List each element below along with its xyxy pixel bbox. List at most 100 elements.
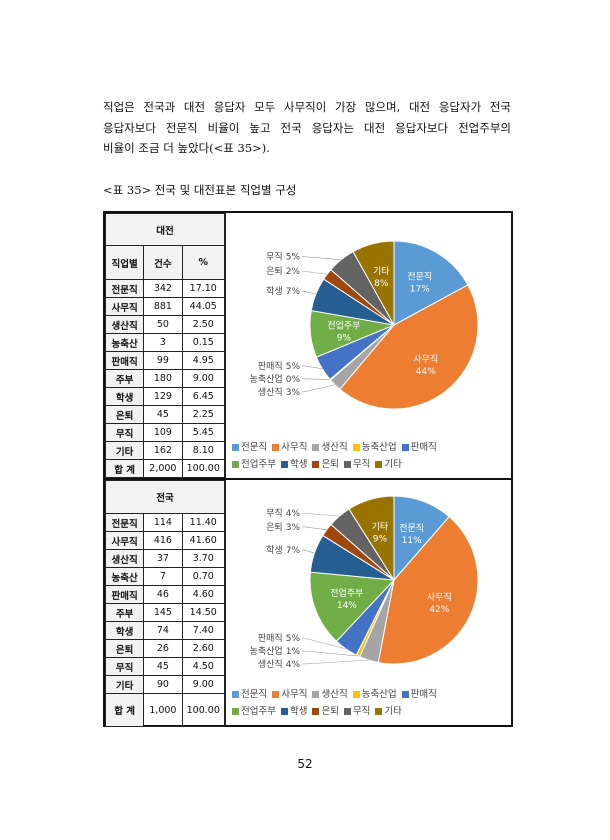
- slice-outside-label: 은퇴 2%: [266, 266, 300, 277]
- row-label: 은퇴: [104, 405, 145, 424]
- slice-percent: 42%: [429, 605, 449, 615]
- slice-outside-label: 생산직 3%: [258, 387, 301, 398]
- legend-swatch-icon: [312, 461, 320, 468]
- row-label: 학생: [104, 387, 145, 406]
- row-label: 무직: [104, 423, 145, 442]
- national-pie-chart: 전문직 11% 사무직 42% 전업주부 14% 기타 9% 무직 4% 은퇴 3% 학생 7% 판매직 5%…: [225, 480, 512, 725]
- legend-item: 무직: [343, 456, 370, 473]
- legend-swatch-icon: [343, 708, 351, 715]
- legend-label: 기타: [384, 706, 402, 717]
- table-title: 대전: [105, 213, 225, 246]
- table-row: 농축산 7 0.70: [104, 567, 226, 586]
- slice-outside-label: 판매직 5%: [258, 633, 301, 644]
- legend-label: 생산직: [321, 442, 348, 453]
- paragraph-line: 응답자보다 전문직 비율이 높고 전국 응답자는 대전 응답자보다 전업주부의: [103, 120, 511, 135]
- legend-label: 전문직: [241, 442, 268, 453]
- slice-label: 은퇴: [266, 522, 283, 533]
- row-label: 기타: [104, 441, 145, 460]
- percent-cell: 3.70: [181, 549, 226, 568]
- legend-row: 전문직 사무직 생산직 농축산업 판매직: [232, 686, 510, 703]
- legend-label: 농축산업: [361, 442, 397, 453]
- percent-cell: 44.05: [181, 297, 226, 316]
- percent-cell: 0.15: [181, 333, 226, 352]
- legend-item: 사무직: [272, 686, 307, 703]
- chart-legend: 전문직 사무직 생산직 농축산업 판매직 전업주부 학생 은퇴 무직 기타: [232, 686, 510, 720]
- legend-item: 기타: [375, 456, 402, 473]
- slice-label: 전문직: [407, 272, 432, 283]
- legend-item: 전문직: [232, 439, 267, 456]
- table-row: 합 계 2,000 100.00: [104, 459, 226, 478]
- slice-outside-label: 학생 7%: [266, 545, 300, 556]
- table-row: 생산직 50 2.50: [104, 315, 226, 334]
- pie-slice-0: [393, 240, 469, 326]
- count-cell: 881: [143, 297, 183, 316]
- legend-swatch-icon: [352, 691, 360, 698]
- row-label: 은퇴: [104, 639, 145, 658]
- slice-percent: 1%: [286, 647, 301, 657]
- legend-swatch-icon: [401, 444, 409, 451]
- slice-percent: 7%: [286, 546, 301, 556]
- row-label: 무직: [104, 657, 145, 676]
- legend-item: 판매직: [401, 686, 437, 703]
- body-paragraph: 직업은 전국과 대전 응답자 모두 사무직이 가장 많으며, 대전 응답자가 전…: [103, 97, 511, 159]
- row-label: 농축산: [104, 567, 145, 586]
- legend-item: 사무직: [272, 439, 307, 456]
- leader-line: [302, 526, 327, 531]
- count-cell: 90: [143, 675, 183, 694]
- slice-label: 무직: [266, 508, 283, 519]
- slice-label: 농축산업: [250, 646, 283, 657]
- row-label: 판매직: [104, 585, 145, 604]
- national-table: 전국 전문직 114 11.40 사무직 416 41.60 생산직 37 3.70 농축산 7 0.7…: [104, 480, 226, 727]
- leader-line: [302, 659, 369, 665]
- leader-line: [302, 637, 346, 650]
- leader-line: [302, 365, 323, 370]
- paragraph-line: 비율이 조금 더 높았다(<표 35>).: [103, 141, 270, 155]
- slice-label: 학생: [266, 545, 283, 556]
- daejeon-section: 대전 직업별 건수% 전문직 342 17.10 사무직 881 44.05 생산직 50 2.50 농…: [104, 213, 511, 480]
- page-number: 52: [297, 757, 313, 771]
- slice-percent: 5%: [286, 253, 301, 263]
- row-label: 생산직: [104, 315, 145, 334]
- percent-cell: 9.00: [181, 369, 226, 388]
- row-label: 생산직: [104, 549, 145, 568]
- legend-swatch-icon: [232, 461, 239, 468]
- count-cell: 1,000: [143, 693, 183, 727]
- legend-swatch-icon: [352, 444, 360, 451]
- legend-swatch-icon: [401, 691, 409, 698]
- count-cell: 26: [143, 639, 183, 658]
- table-row: 합 계 1,000 100.00: [104, 693, 226, 727]
- table-row: 주부 180 9.00: [104, 369, 226, 388]
- chart-legend: 전문직 사무직 생산직 농축산업 판매직 전업주부 학생 은퇴 무직 기타: [232, 439, 510, 473]
- legend-item: 농축산업: [352, 439, 397, 456]
- leader-line: [302, 549, 315, 554]
- legend-label: 사무직: [281, 442, 308, 453]
- count-cell: 180: [143, 369, 183, 388]
- slice-label: 농축산업: [250, 374, 283, 385]
- legend-label: 기타: [384, 459, 402, 470]
- legend-label: 생산직: [321, 689, 348, 700]
- paragraph-line: 직업은 전국과 대전 응답자 모두 사무직이 가장 많으며, 대전 응답자가 전…: [103, 100, 511, 114]
- leader-line: [302, 384, 336, 393]
- slice-percent: 5%: [286, 362, 301, 372]
- legend-label: 사무직: [281, 689, 308, 700]
- row-label: 사무직: [104, 297, 145, 316]
- legend-item: 농축산업: [352, 686, 397, 703]
- slice-label: 기타: [373, 266, 390, 277]
- count-cell: 99: [143, 351, 183, 370]
- legend-label: 농축산업: [361, 689, 397, 700]
- count-cell: 74: [143, 621, 183, 640]
- pie-slice-1: [377, 515, 479, 665]
- count-cell: 45: [143, 657, 183, 676]
- row-label: 사무직: [104, 531, 145, 550]
- table-row: 무직 45 4.50: [104, 657, 226, 676]
- table-title: 전국: [105, 480, 225, 514]
- legend-label: 전업주부: [241, 459, 276, 470]
- legend-row: 전업주부 학생 은퇴 무직 기타: [232, 456, 510, 473]
- row-label: 주부: [104, 369, 145, 388]
- count-cell: 3: [143, 333, 183, 352]
- legend-swatch-icon: [272, 444, 280, 451]
- table-row: 학생 74 7.40: [104, 621, 226, 640]
- legend-item: 은퇴: [312, 456, 339, 473]
